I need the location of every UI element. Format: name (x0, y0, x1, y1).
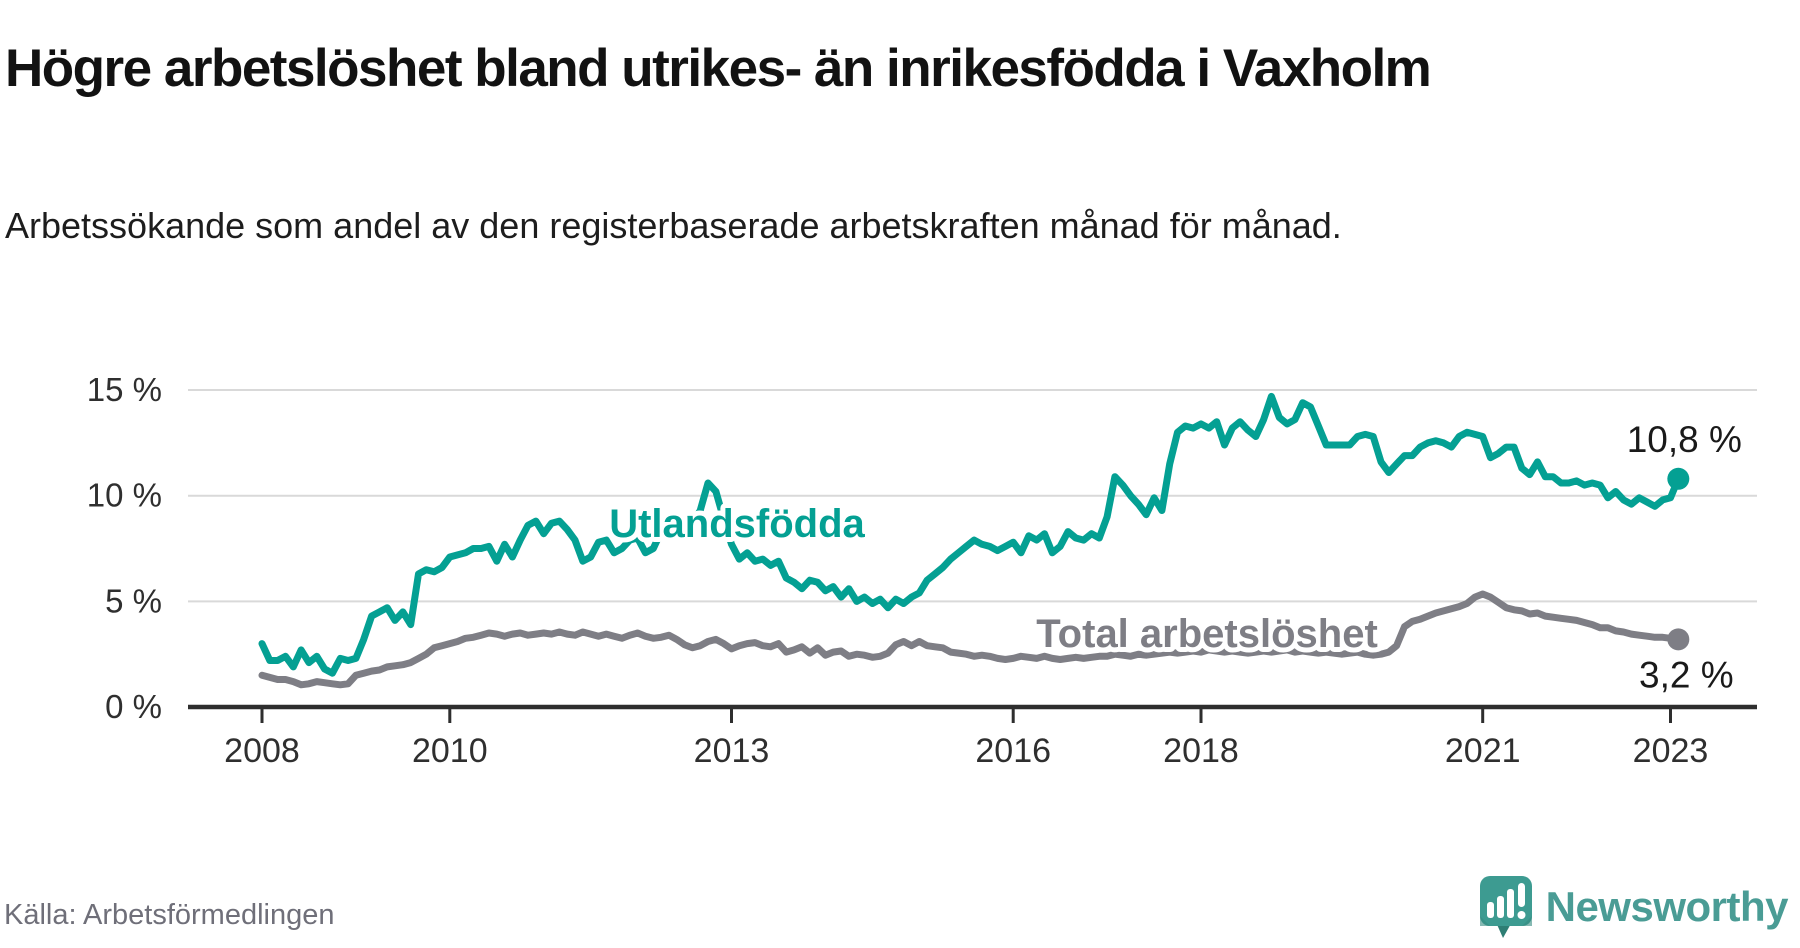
series-end-dot-total-arbetsl-shet (1667, 628, 1690, 651)
newsworthy-logo-icon (1479, 876, 1532, 938)
unemployment-line-chart: 0 % 5 % 10 % 15 % 2008 2010 2013 2016 2018 2021 20… (87, 371, 1757, 770)
x-tick-label: 2018 (1163, 732, 1239, 770)
newsworthy-brand-text: Newsworthy (1545, 883, 1789, 930)
x-tick-label: 2010 (412, 732, 488, 770)
x-tick-label: 2013 (694, 732, 770, 770)
y-tick-label: 0 % (105, 688, 162, 725)
x-tick-label: 2016 (975, 732, 1051, 770)
newsworthy-brand: Newsworthy (1478, 874, 1789, 940)
series-line-total-arbetsl-shet (258, 590, 1682, 689)
series-line-utlandsf-dda (258, 392, 1682, 677)
x-tick-label: 2021 (1445, 732, 1521, 770)
y-tick-label: 5 % (105, 582, 162, 619)
page-title: Högre arbetslöshet bland utrikes- än inr… (5, 38, 1432, 98)
series-end-dot-utlandsf-dda (1667, 467, 1690, 490)
x-tick-label: 2008 (224, 732, 300, 770)
chart-area: 0 % 5 % 10 % 15 % 2008 2010 2013 2016 2018 2021 20… (0, 280, 1800, 800)
y-tick-label: 10 % (87, 477, 162, 514)
page-subtitle: Arbetssökande som andel av den registerb… (5, 205, 1342, 246)
series-label-utlandsf-dda: Utlandsfödda (609, 502, 865, 546)
y-tick-label: 15 % (87, 371, 162, 408)
source-note: Källa: Arbetsförmedlingen (4, 899, 335, 931)
series-label-total-arbetsl-shet: Total arbetslöshet (1036, 612, 1378, 656)
x-tick-label: 2023 (1633, 732, 1709, 770)
end-value-label-utlandsf-dda: 10,8 % (1627, 419, 1742, 460)
end-value-label-total-arbetsl-shet: 3,2 % (1639, 654, 1734, 695)
